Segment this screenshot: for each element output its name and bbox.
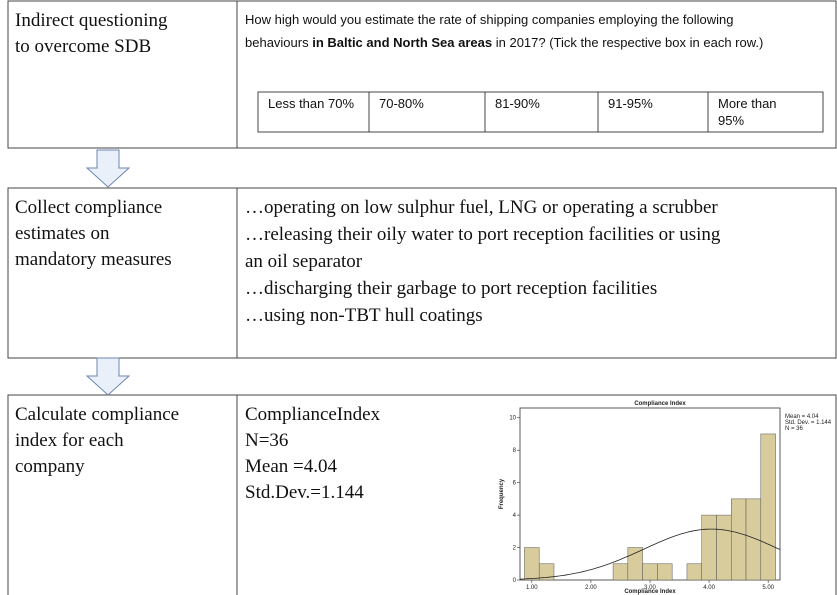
- question-part: behaviours: [245, 35, 312, 50]
- legend-entry: Std. Dev. = 1.144: [785, 420, 832, 426]
- row-box: [7, 394, 837, 595]
- option: 81-90%: [495, 96, 540, 111]
- y-tick-label: 10: [509, 416, 516, 422]
- measure: an oil separator: [245, 251, 363, 272]
- x-label: Compliance Index: [624, 589, 676, 595]
- x-tick-label: 3.00: [644, 585, 656, 591]
- bar: [642, 563, 658, 581]
- bar: [731, 498, 747, 581]
- chart-title: Compliance Index: [634, 401, 686, 407]
- x-tick-label: 4.00: [703, 585, 715, 591]
- step-label: Calculate compliance: [15, 404, 179, 425]
- step-label: to overcome SDB: [15, 36, 151, 57]
- y-tick-label: 6: [513, 481, 517, 487]
- legend-entry: N = 36: [785, 426, 804, 432]
- normal-curve: [519, 528, 781, 580]
- option: 70-80%: [379, 96, 424, 111]
- bar: [745, 498, 762, 581]
- x-tick-label: 1.00: [526, 585, 538, 591]
- stat: Std.Dev.=1.144: [245, 482, 364, 503]
- question-part: in Baltic and North Sea areas: [312, 35, 492, 50]
- bar: [538, 563, 555, 581]
- stat: N=36: [245, 430, 288, 451]
- step-label: company: [15, 456, 85, 477]
- question: How high would you estimate the rate of …: [245, 12, 734, 27]
- bar: [760, 433, 776, 581]
- step-label: estimates on: [15, 223, 110, 244]
- arrow: [85, 357, 131, 396]
- option: More than: [718, 96, 777, 111]
- measure: …using non-TBT hull coatings: [245, 305, 483, 326]
- bar: [686, 563, 702, 581]
- bar: [524, 547, 540, 581]
- option: Less than 70%: [268, 96, 354, 111]
- bar: [612, 563, 629, 581]
- option: 91-95%: [608, 96, 653, 111]
- bar: [627, 547, 643, 581]
- stat: Mean =4.04: [245, 456, 337, 477]
- measure: …discharging their garbage to port recep…: [245, 278, 657, 299]
- legend-entry: Mean = 4.04: [785, 414, 819, 420]
- y-tick-label: 4: [513, 513, 517, 519]
- y-tick-label: 2: [513, 546, 517, 552]
- option: 95%: [718, 113, 744, 128]
- bar: [657, 563, 673, 581]
- question-part: in 2017? (Tick the respective box in eac…: [492, 35, 763, 50]
- bar: [701, 514, 717, 581]
- boxes: [7, 0, 837, 595]
- bar: [716, 514, 732, 581]
- measure: …operating on low sulphur fuel, LNG or o…: [245, 197, 718, 218]
- step-label: mandatory measures: [15, 249, 172, 270]
- x-tick-label: 5.00: [762, 585, 774, 591]
- arrow: [85, 149, 131, 188]
- y-tick-label: 8: [513, 448, 517, 454]
- step-label: Indirect questioning: [15, 10, 168, 31]
- question: behaviours in Baltic and North Sea areas…: [245, 35, 763, 50]
- stat: ComplianceIndex: [245, 404, 381, 425]
- y-label: Frequency: [499, 478, 505, 509]
- question-part: How high would you estimate the rate of …: [245, 12, 734, 27]
- row-box: [7, 187, 837, 359]
- measure: …releasing their oily water to port rece…: [245, 224, 721, 245]
- step-label: Collect compliance: [15, 197, 162, 218]
- options-table: [257, 91, 824, 133]
- step-label: index for each: [15, 430, 124, 451]
- row-box: [7, 0, 837, 149]
- x-tick-label: 2.00: [585, 585, 597, 591]
- y-tick-label: 0: [513, 578, 517, 584]
